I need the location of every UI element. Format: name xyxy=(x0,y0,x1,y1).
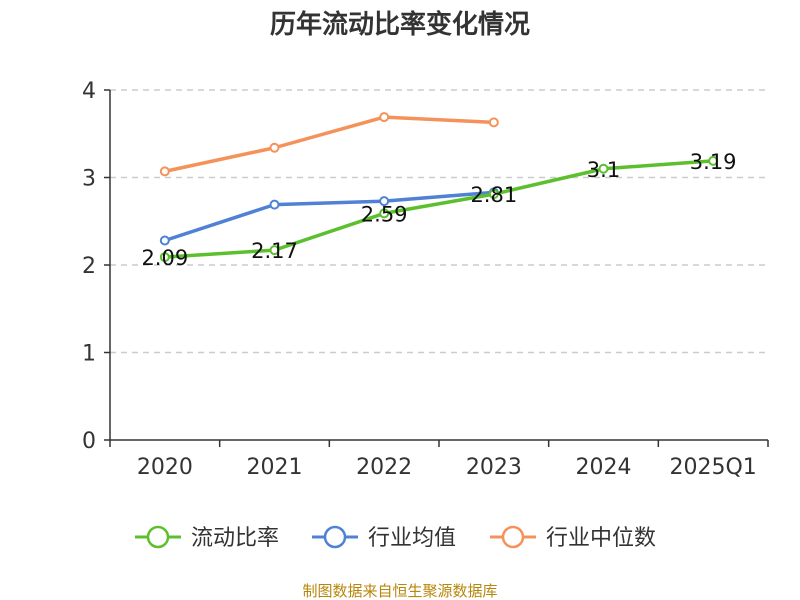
data-point[interactable] xyxy=(379,112,390,123)
data-label: 3.19 xyxy=(690,150,737,174)
data-label: 2.59 xyxy=(361,202,408,226)
data-point[interactable] xyxy=(159,235,170,246)
data-point[interactable] xyxy=(379,196,390,207)
legend-item[interactable]: 行业中位数 xyxy=(490,525,656,551)
data-labels: 2.09 2.17 2.59 2.81 3.1 3.19 xyxy=(141,150,736,270)
legend-label: 行业中位数 xyxy=(546,526,656,551)
data-label: 2.09 xyxy=(141,246,188,270)
x-tick-label: 2021 xyxy=(247,455,303,480)
legend-item[interactable]: 行业均值 xyxy=(312,525,456,551)
data-point[interactable] xyxy=(708,155,719,166)
y-tick-label: 1 xyxy=(82,342,96,367)
legend-marker xyxy=(323,525,347,549)
x-tick-label: 2025Q1 xyxy=(670,455,757,480)
legend-marker xyxy=(146,525,170,549)
x-tick-label: 2023 xyxy=(466,455,522,480)
chart-title: 历年流动比率变化情况 xyxy=(270,9,530,40)
legend-item[interactable]: 流动比率 xyxy=(135,525,279,551)
y-tick-label: 4 xyxy=(82,79,96,104)
data-point[interactable] xyxy=(488,189,499,200)
grid-lines xyxy=(110,89,768,354)
legend-marker xyxy=(501,525,525,549)
series-layer xyxy=(159,112,719,263)
x-tick-label: 2020 xyxy=(137,455,193,480)
data-label: 2.81 xyxy=(470,183,517,207)
data-point[interactable] xyxy=(269,142,280,153)
data-point[interactable] xyxy=(269,199,280,210)
legend-label: 流动比率 xyxy=(191,526,279,551)
data-point[interactable] xyxy=(159,252,170,263)
data-point[interactable] xyxy=(269,245,280,256)
data-point[interactable] xyxy=(379,208,390,219)
source-note: 制图数据来自恒生聚源数据库 xyxy=(302,582,497,600)
y-tick-label: 2 xyxy=(82,254,96,279)
data-point[interactable] xyxy=(159,166,170,177)
x-tick-label: 2022 xyxy=(356,455,412,480)
legend[interactable]: 流动比率 行业均值 行业中位数 xyxy=(135,525,656,551)
axes: 0 1 2 3 4 2020 2021 2022 2023 2024 2025Q1 xyxy=(82,79,769,480)
data-point[interactable] xyxy=(598,163,609,174)
legend-label: 行业均值 xyxy=(368,526,456,551)
y-tick-label: 3 xyxy=(82,167,96,192)
data-label: 2.17 xyxy=(251,239,298,263)
y-tick-label: 0 xyxy=(82,429,96,454)
series-line xyxy=(164,115,494,174)
series-line xyxy=(164,190,494,243)
data-label: 3.1 xyxy=(587,158,620,182)
x-tick-label: 2024 xyxy=(576,455,632,480)
data-point[interactable] xyxy=(488,117,499,128)
series-line xyxy=(164,159,714,259)
